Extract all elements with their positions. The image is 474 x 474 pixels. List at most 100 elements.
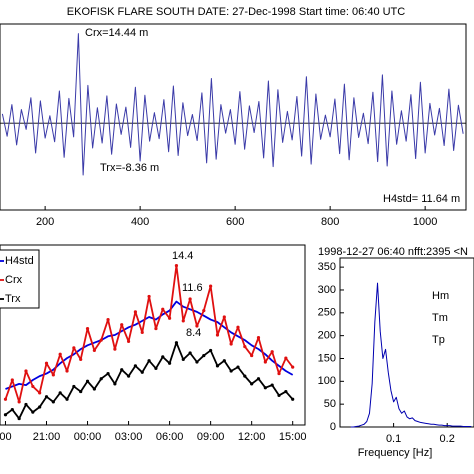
legend-box (0, 249, 40, 309)
data-point (99, 338, 103, 342)
y-tick-label: 300 (318, 284, 336, 296)
annotation: 14.4 (172, 250, 193, 262)
data-point (58, 352, 62, 356)
data-point (229, 369, 233, 373)
data-point (277, 393, 281, 398)
data-point (209, 284, 213, 288)
data-point (126, 374, 131, 378)
data-point (167, 361, 172, 365)
data-point (99, 377, 103, 381)
data-point (270, 350, 274, 354)
data-point (236, 365, 240, 369)
x-tick-label: 600 (226, 216, 244, 228)
data-line (5, 300, 294, 390)
x-tick-label: 200 (36, 216, 54, 228)
data-point (58, 391, 62, 395)
chart-title: EKOFISK FLARE SOUTH DATE: 27-Dec-1998 St… (67, 6, 406, 18)
data-point (263, 386, 267, 390)
data-point (188, 351, 192, 355)
data-point (243, 344, 247, 349)
data-point (38, 391, 42, 395)
data-point (250, 382, 254, 386)
data-point (38, 405, 42, 409)
data-point (113, 382, 117, 386)
x-tick-label: 03:00 (115, 431, 143, 443)
annotation: 8.4 (186, 327, 201, 339)
data-point (215, 333, 220, 337)
data-point (222, 359, 226, 363)
data-line (1, 33, 464, 176)
data-point (209, 348, 213, 353)
data-point (161, 355, 165, 359)
data-point (202, 308, 206, 313)
y-tick-label: 50 (324, 398, 336, 410)
data-point (284, 389, 288, 394)
data-point (195, 324, 199, 328)
data-point (284, 356, 288, 360)
data-point (291, 365, 295, 369)
data-point (120, 368, 124, 372)
annotation: Tp (432, 334, 445, 346)
x-tick-label: 09:00 (197, 431, 225, 443)
data-point (31, 410, 35, 414)
annotation: H4std= 11.64 m (383, 193, 460, 205)
data-point (17, 416, 21, 421)
x-tick-label: 400 (131, 216, 149, 228)
data-line (350, 282, 472, 428)
plot-frame (0, 23, 467, 211)
y-tick-label: 150 (318, 352, 336, 364)
data-point (140, 330, 144, 335)
data-point (51, 373, 55, 377)
x-tick-label: 1000 (413, 216, 437, 228)
data-point (3, 397, 8, 401)
data-point (154, 326, 158, 331)
data-point (243, 374, 247, 378)
data-point (147, 294, 151, 299)
data-point (174, 341, 179, 345)
data-point (10, 378, 14, 382)
data-point (291, 397, 295, 401)
data-point (126, 339, 131, 344)
data-point (222, 315, 226, 319)
x-tick-label: 21:00 (33, 431, 61, 443)
plot-frame (0, 244, 306, 426)
data-point (140, 370, 144, 374)
data-point (188, 297, 192, 301)
data-point (229, 342, 233, 346)
data-point (79, 389, 83, 394)
x-tick-label: 06:00 (156, 431, 184, 443)
legend-label: Crx (5, 274, 23, 286)
legend-label: H4std (5, 255, 34, 267)
data-point (65, 397, 69, 401)
data-point (154, 366, 158, 371)
data-point (277, 371, 281, 376)
y-tick-label: 250 (318, 307, 336, 319)
data-point (31, 384, 35, 389)
data-point (10, 407, 14, 412)
y-tick-label: 200 (318, 330, 336, 342)
data-point (195, 360, 199, 364)
annotation: Tm (432, 312, 448, 324)
data-point (72, 384, 76, 389)
data-point (113, 347, 117, 351)
data-point (256, 377, 261, 381)
x-tick-label: 800 (321, 216, 339, 228)
data-point (44, 361, 49, 365)
data-point (133, 310, 138, 314)
y-tick-label: 100 (318, 375, 336, 387)
annotation: Trx=-8.36 m (100, 162, 159, 174)
data-point (65, 369, 69, 373)
data-point (24, 369, 28, 373)
data-point (263, 360, 267, 364)
x-tick-label: 0.1 (386, 433, 401, 445)
data-point (174, 263, 179, 268)
x-tick-label: 12:00 (238, 431, 266, 443)
data-point (181, 319, 185, 323)
data-point (161, 307, 165, 311)
annotation: Hm (432, 290, 449, 302)
annotation: 11.6 (182, 282, 203, 294)
data-point (270, 383, 274, 387)
data-point (44, 395, 49, 399)
data-point (250, 353, 254, 358)
